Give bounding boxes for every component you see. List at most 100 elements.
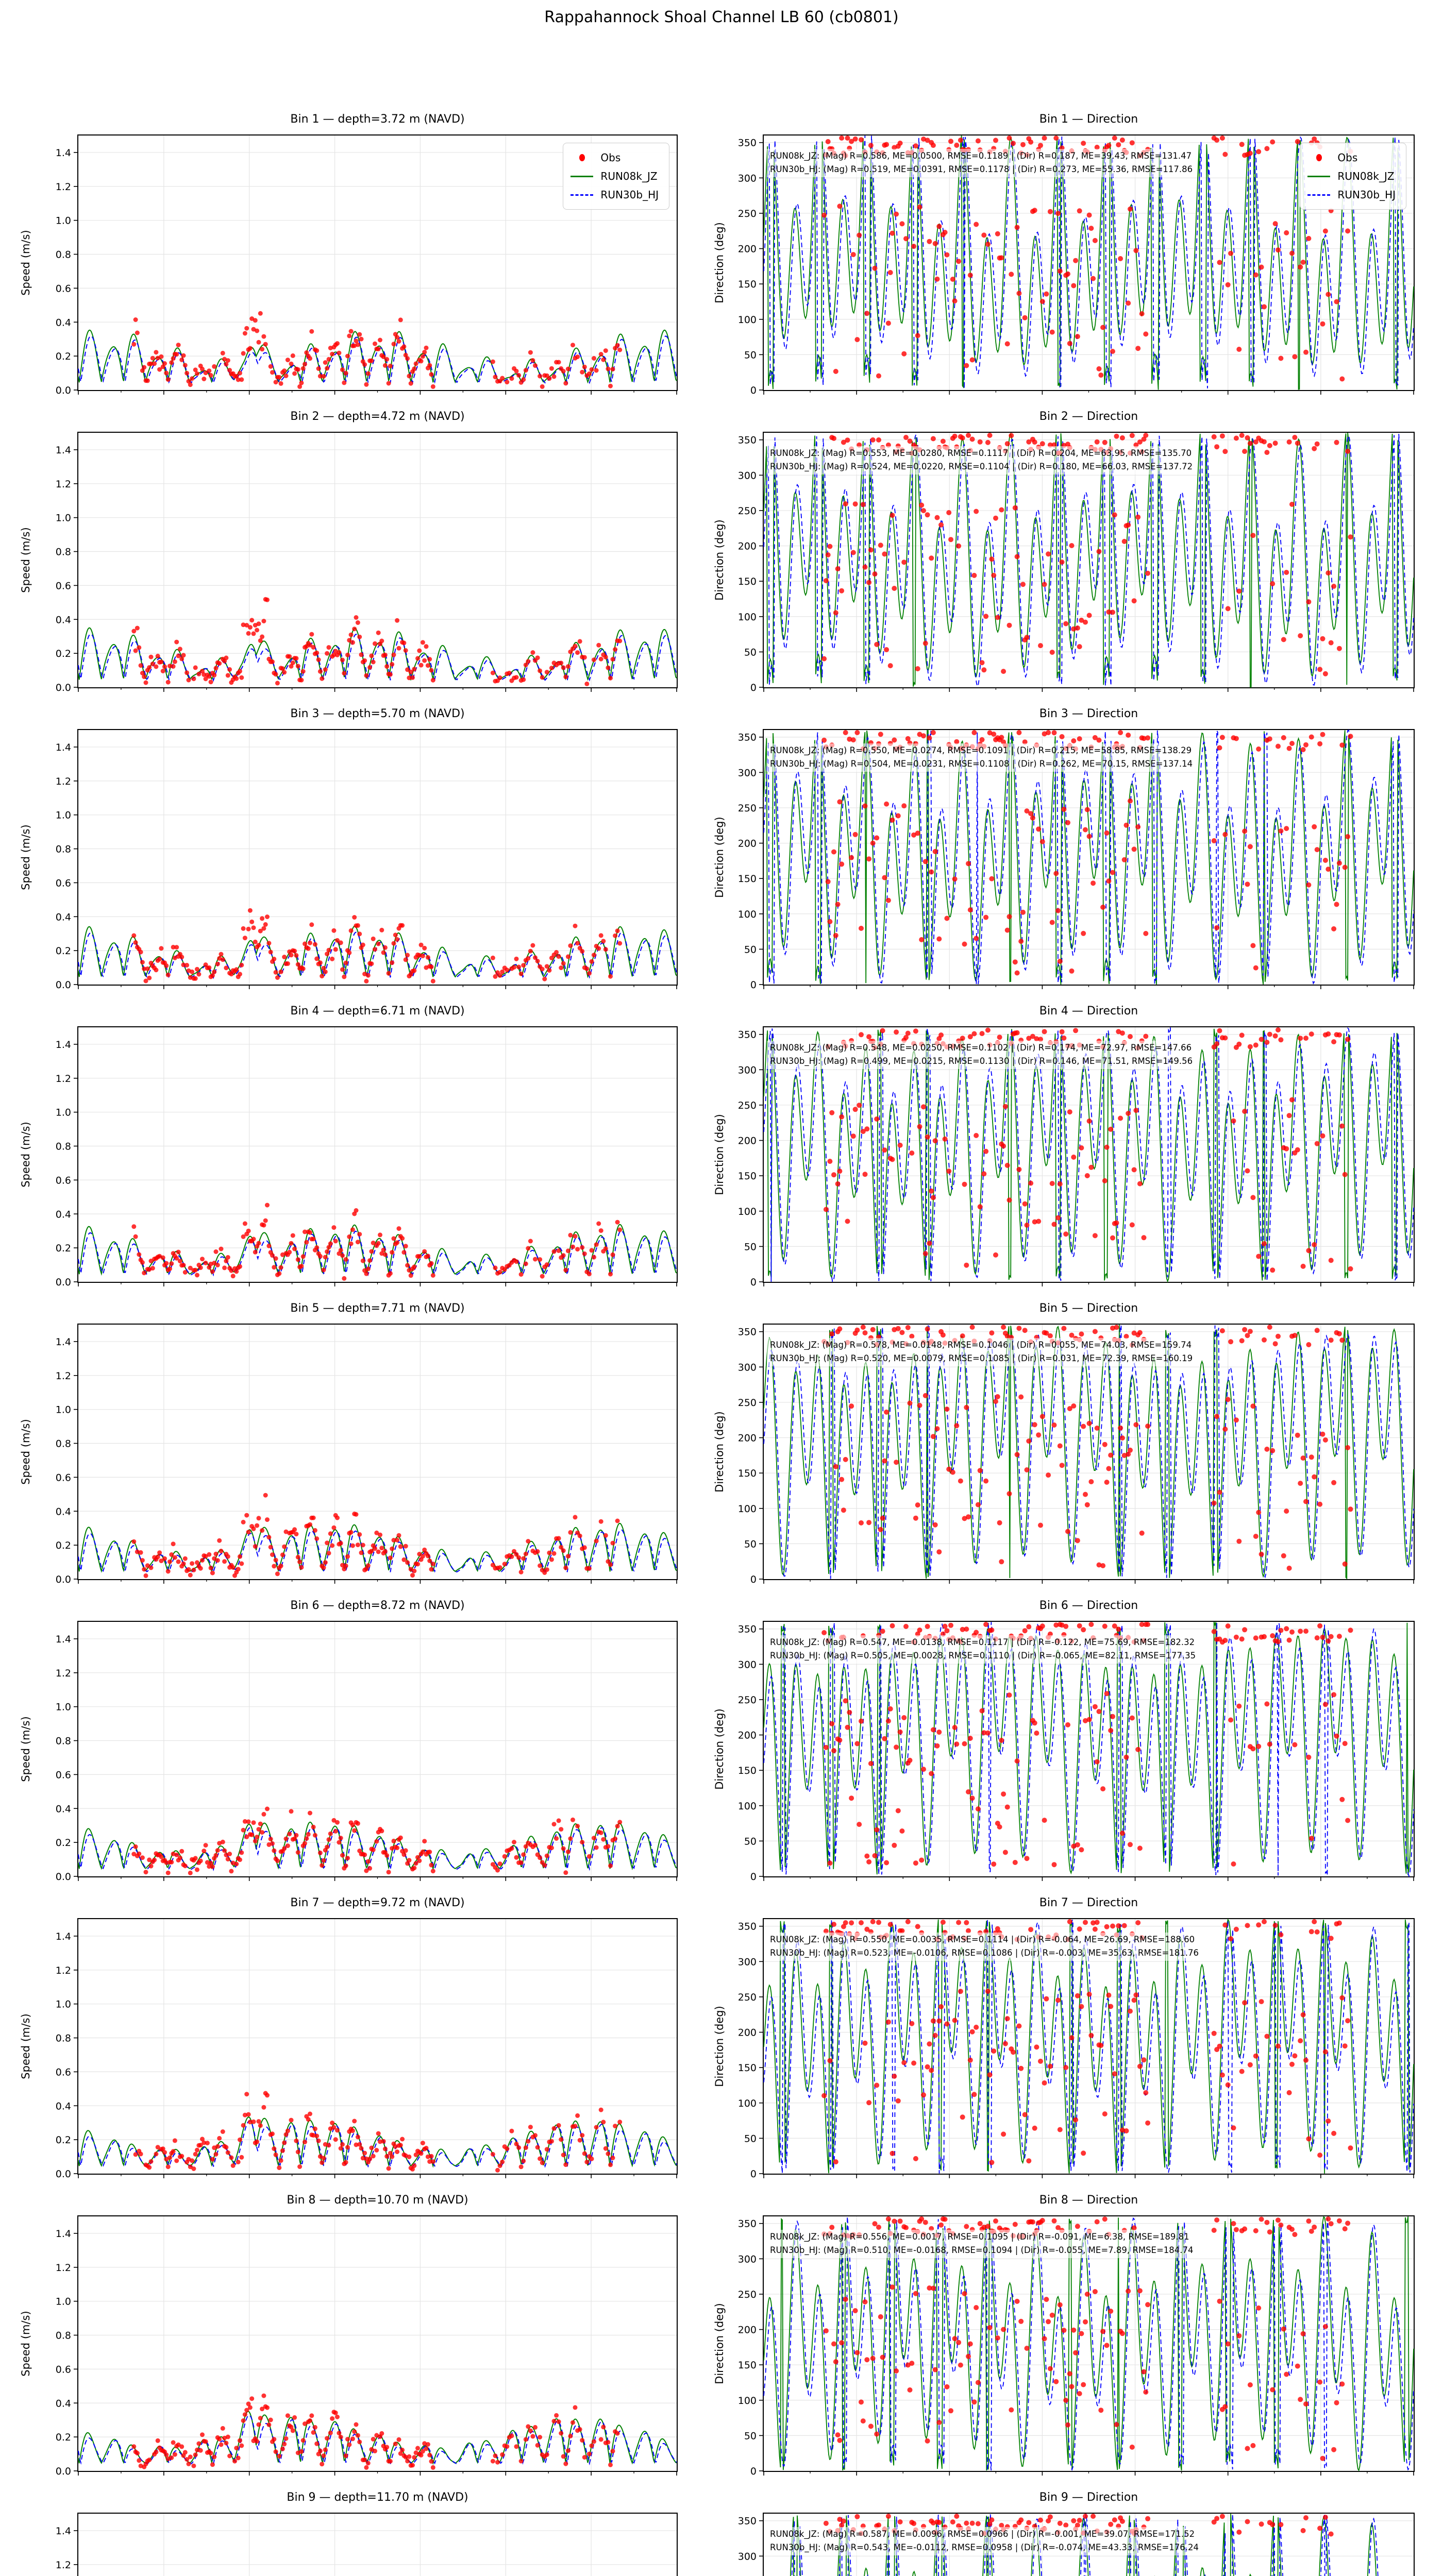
direction-subplot: Bin 1 — Direction Direction (deg) RUN08k…	[713, 113, 1415, 396]
svg-text:300: 300	[738, 1362, 757, 1373]
speed-y-axis-label: Speed (m/s)	[20, 527, 32, 593]
speed-subplot-title: Bin 7 — depth=9.72 m (NAVD)	[290, 1896, 465, 1909]
svg-text:50: 50	[744, 1538, 757, 1550]
stats-line-run30b: RUN30b_HJ: (Mag) R=0.524, ME=0.0220, RMS…	[770, 462, 1193, 472]
speed-chart-svg: 0.00.20.40.60.81.01.21.4	[56, 1622, 677, 1883]
svg-text:0.4: 0.4	[56, 614, 71, 625]
svg-text:1.4: 1.4	[56, 1336, 71, 1348]
speed-y-axis-label: Speed (m/s)	[20, 2013, 32, 2079]
svg-text:50: 50	[744, 647, 757, 658]
svg-text:0: 0	[750, 1574, 757, 1585]
svg-text:350: 350	[738, 1624, 757, 1635]
speed-chart-svg: 0.00.20.40.60.81.01.21.4	[56, 2514, 677, 2576]
direction-subplot: Bin 2 — Direction Direction (deg) RUN08k…	[713, 410, 1415, 693]
direction-y-axis-label: Direction (deg)	[713, 2006, 726, 2087]
stats-annotation: RUN08k_JZ: (Mag) R=0.556, ME=0.0017, RMS…	[767, 2230, 1197, 2258]
speed-subplot-title: Bin 3 — depth=5.70 m (NAVD)	[290, 707, 465, 720]
svg-text:0: 0	[750, 979, 757, 991]
direction-plot-area: RUN08k_JZ: (Mag) R=0.553, ME=0.0280, RMS…	[738, 432, 1415, 693]
svg-text:200: 200	[738, 244, 757, 255]
grid-and-ticks: 0 50 100 150 200 250 300 350	[738, 1622, 1414, 1883]
legend-entry: RUN30b_HJ	[571, 185, 659, 204]
svg-text:0.4: 0.4	[56, 1803, 71, 1815]
direction-y-axis-label: Direction (deg)	[713, 1114, 726, 1195]
direction-subplot-title: Bin 8 — Direction	[1039, 2194, 1138, 2207]
model-lines	[763, 730, 1414, 985]
svg-text:1.4: 1.4	[56, 1931, 71, 1942]
svg-text:0.8: 0.8	[56, 1141, 71, 1153]
svg-text:0.4: 0.4	[56, 911, 71, 923]
svg-text:150: 150	[738, 873, 757, 885]
svg-text:250: 250	[738, 1992, 757, 2003]
speed-subplot: Bin 2 — depth=4.72 m (NAVD) Speed (m/s) …	[20, 410, 678, 693]
stats-line-run08k: RUN08k_JZ: (Mag) R=0.548, ME=0.0250, RMS…	[770, 1043, 1192, 1053]
speed-subplot-title: Bin 6 — depth=8.72 m (NAVD)	[290, 1599, 465, 1612]
svg-text:1.2: 1.2	[56, 1370, 71, 1382]
stats-line-run08k: RUN08k_JZ: (Mag) R=0.547, ME=0.0138, RMS…	[770, 1637, 1195, 1647]
speed-plot-area: 0.0 0.2 0.4 0.6 0.8 1.0 1.2 1.4	[56, 729, 678, 991]
svg-text:100: 100	[738, 2098, 757, 2109]
svg-text:300: 300	[738, 1064, 757, 1076]
svg-text:350: 350	[738, 138, 757, 149]
svg-text:250: 250	[738, 1397, 757, 1409]
stats-annotation: RUN08k_JZ: (Mag) R=0.550, ME=0.0274, RMS…	[767, 743, 1196, 772]
figure-title: Rappahannock Shoal Channel LB 60 (cb0801…	[544, 8, 899, 26]
direction-subplot: Bin 8 — Direction Direction (deg) RUN08k…	[713, 2194, 1415, 2477]
svg-text:0.8: 0.8	[56, 844, 71, 855]
svg-text:0: 0	[750, 2466, 757, 2477]
svg-text:0.0: 0.0	[56, 1871, 71, 1883]
svg-text:150: 150	[738, 1468, 757, 1479]
svg-text:1.4: 1.4	[56, 147, 71, 159]
svg-text:0.2: 0.2	[56, 1837, 71, 1849]
obs-points	[131, 1493, 620, 1578]
svg-text:0.4: 0.4	[56, 2100, 71, 2112]
stats-annotation: RUN08k_JZ: (Mag) R=0.550, ME=0.0035, RMS…	[767, 1933, 1202, 1961]
obs-points	[131, 597, 623, 686]
grid-and-ticks: 0.0 0.2 0.4 0.6 0.8 1.0 1.2 1.4	[56, 1325, 677, 1585]
stats-line-run08k: RUN08k_JZ: (Mag) R=0.586, ME=0.0500, RMS…	[770, 151, 1192, 161]
model-lines	[763, 432, 1414, 688]
svg-text:0.0: 0.0	[56, 2168, 71, 2180]
speed-chart-svg: 0.00.20.40.60.81.01.21.4	[56, 1325, 677, 1585]
model-lines	[763, 1027, 1414, 1283]
svg-text:300: 300	[738, 2253, 757, 2265]
svg-text:0.6: 0.6	[56, 2364, 71, 2375]
svg-text:350: 350	[738, 2218, 757, 2230]
svg-text:200: 200	[738, 1136, 757, 1147]
svg-text:1.0: 1.0	[56, 1107, 71, 1118]
speed-subplot: Bin 1 — depth=3.72 m (NAVD) Speed (m/s) …	[20, 113, 678, 396]
svg-text:1.2: 1.2	[56, 2262, 71, 2274]
speed-subplot-title: Bin 2 — depth=4.72 m (NAVD)	[290, 410, 465, 423]
stats-line-run08k: RUN08k_JZ: (Mag) R=0.550, ME=0.0035, RMS…	[770, 1935, 1195, 1944]
obs-points	[821, 1622, 1353, 1868]
direction-plot-area: RUN08k_JZ: (Mag) R=0.556, ME=0.0017, RMS…	[738, 2215, 1415, 2477]
speed-chart-svg: 0.00.20.40.60.81.01.21.4	[56, 730, 677, 991]
svg-text:250: 250	[738, 1100, 757, 1111]
svg-text:0.0: 0.0	[56, 979, 71, 991]
svg-text:200: 200	[738, 838, 757, 850]
direction-subplot-title: Bin 3 — Direction	[1039, 707, 1138, 720]
svg-text:0: 0	[750, 2168, 757, 2180]
speed-y-axis-label: Speed (m/s)	[20, 1716, 32, 1782]
direction-chart-svg: 0 50 100 150 200 250 300 350	[738, 2216, 1414, 2477]
direction-chart-svg: 0 50 100 150 200 250 300 350	[738, 1324, 1414, 1585]
svg-text:0.2: 0.2	[56, 945, 71, 957]
svg-text:1.4: 1.4	[56, 2228, 71, 2240]
svg-text:0.8: 0.8	[56, 2330, 71, 2342]
svg-text:0.0: 0.0	[56, 1574, 71, 1585]
grid-and-ticks: 0.0 0.2 0.4 0.6 0.8 1.0 1.2 1.4	[56, 433, 677, 693]
svg-text:250: 250	[738, 803, 757, 814]
direction-y-axis-label: Direction (deg)	[713, 2303, 726, 2384]
legend-entry: RUN08k_JZ	[571, 167, 659, 185]
svg-text:0.4: 0.4	[56, 1209, 71, 1220]
svg-text:300: 300	[738, 767, 757, 778]
svg-text:0.0: 0.0	[56, 1277, 71, 1288]
svg-text:350: 350	[738, 1921, 757, 1933]
speed-subplot: Bin 8 — depth=10.70 m (NAVD) Speed (m/s)…	[20, 2194, 678, 2477]
bin-row: Bin 7 — depth=9.72 m (NAVD) Speed (m/s) …	[0, 1896, 1443, 2180]
grid-and-ticks: 0.0 0.2 0.4 0.6 0.8 1.0 1.2 1.4	[56, 730, 677, 991]
speed-chart-svg: 0.00.20.40.60.81.01.21.4	[56, 135, 677, 396]
svg-text:200: 200	[738, 1433, 757, 1444]
svg-text:0.4: 0.4	[56, 2398, 71, 2409]
speed-subplot-title: Bin 8 — depth=10.70 m (NAVD)	[287, 2194, 468, 2207]
